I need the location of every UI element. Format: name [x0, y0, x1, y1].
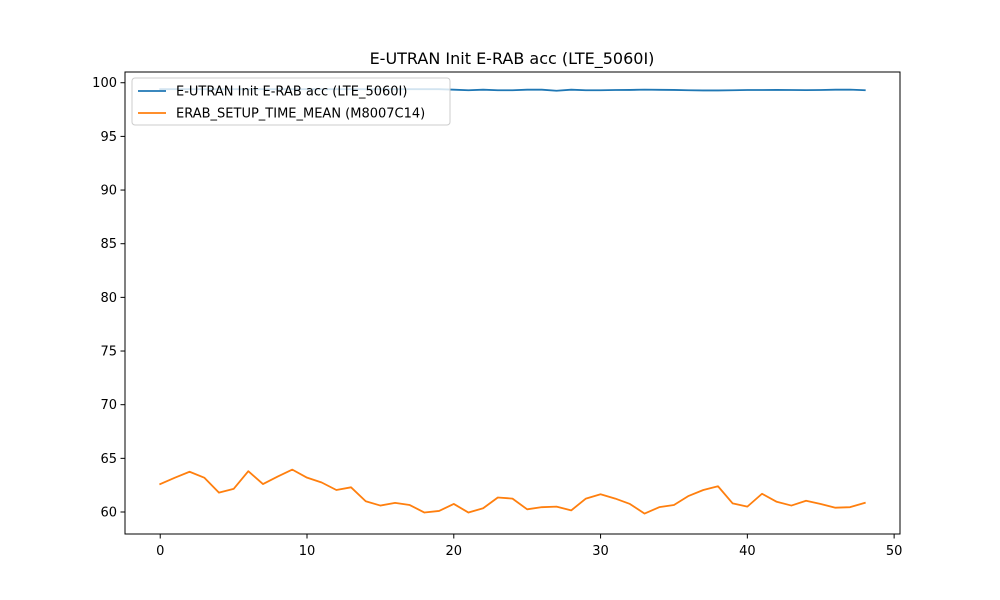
plot-frame — [124, 71, 901, 535]
y-tick-label: 100 — [92, 76, 117, 91]
y-tick-label: 70 — [100, 398, 117, 413]
x-tick-label: 10 — [299, 544, 316, 559]
x-tick-label: 0 — [156, 544, 164, 559]
y-tick-label: 65 — [100, 452, 117, 467]
legend-label-2: ERAB_SETUP_TIME_MEAN (M8007C14) — [176, 107, 425, 122]
series-line-2 — [159, 468, 866, 515]
y-tick-label: 90 — [100, 184, 117, 199]
legend: E-UTRAN Init E-RAB acc (LTE_5060I) ERAB_S… — [131, 77, 451, 126]
y-tick-label: 80 — [100, 291, 117, 306]
y-tick-label: 85 — [100, 237, 117, 252]
x-tick-label: 50 — [886, 544, 903, 559]
axes-layer: 0 10 20 30 40 50 60 65 70 75 80 85 90 95 100 — [92, 71, 903, 559]
y-tick-label: 75 — [100, 345, 117, 360]
x-tick-label: 30 — [592, 544, 609, 559]
y-tick-label: 60 — [100, 506, 117, 521]
chart-title: E-UTRAN Init E-RAB acc (LTE_5060I) — [370, 49, 655, 69]
x-tick-label: 20 — [446, 544, 463, 559]
y-tick-label: 95 — [100, 130, 117, 145]
legend-label-1: E-UTRAN Init E-RAB acc (LTE_5060I) — [176, 85, 407, 100]
x-tick-label: 40 — [739, 544, 756, 559]
legend-box — [131, 77, 451, 126]
